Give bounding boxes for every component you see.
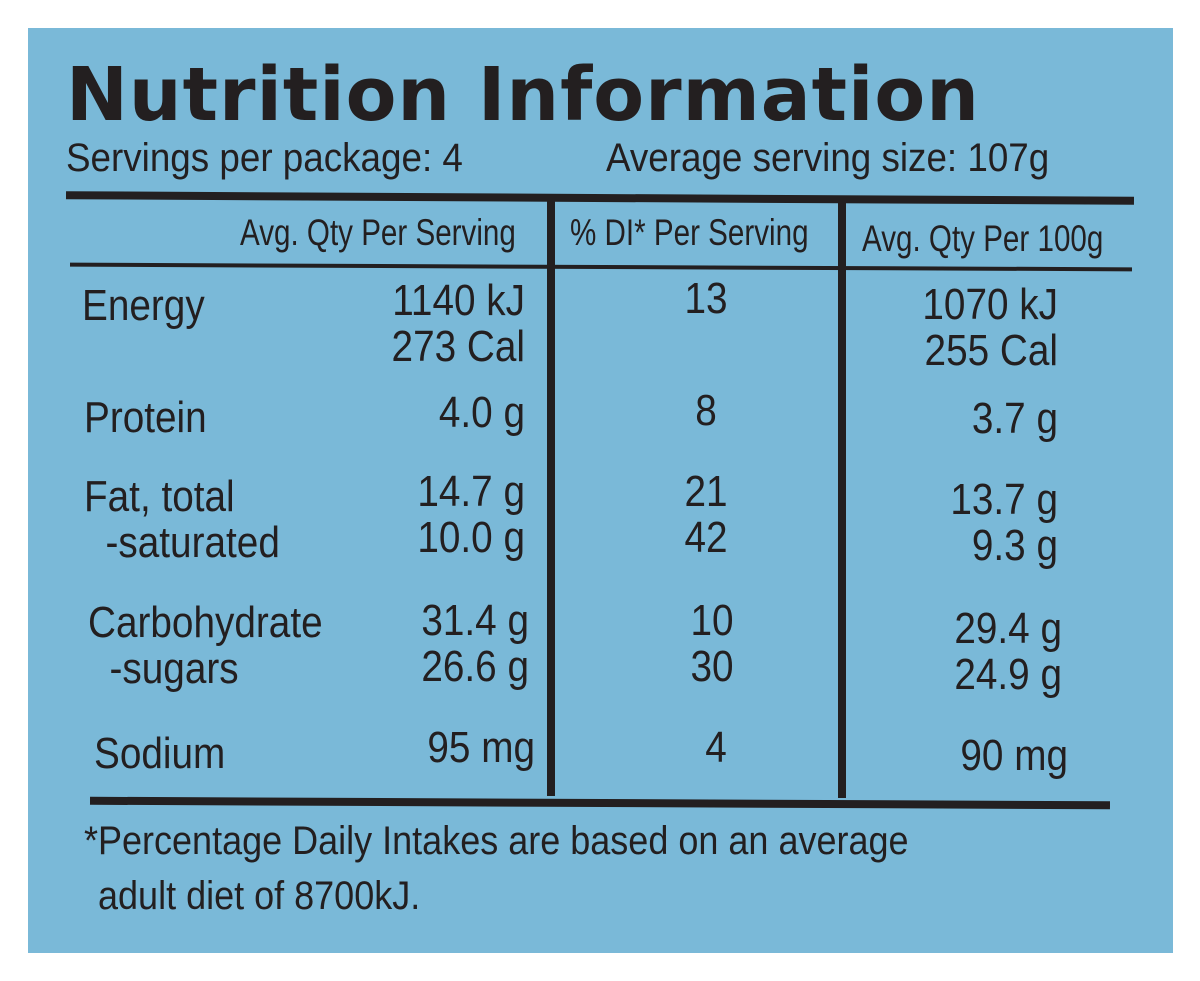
row-sodium-per-serving: 95 mg <box>427 723 535 772</box>
page-title: Nutrition Information <box>66 52 980 138</box>
row-energy-di: 13 <box>684 274 728 323</box>
servings-per-package: Servings per package: 4 <box>66 136 463 180</box>
row-fat-per-serving: 14.7 g 10.0 g <box>417 467 525 562</box>
row-fat-di: 21 42 <box>684 467 728 562</box>
row-protein-per-serving: 4.0 g <box>438 388 525 437</box>
row-sodium-label: Sodium <box>94 729 226 778</box>
footnote-line-1: *Percentage Daily Intakes are based on a… <box>84 819 909 863</box>
column-divider-1 <box>547 196 555 796</box>
average-serving-size: Average serving size: 107g <box>606 136 1050 180</box>
row-sodium-per-100g: 90 mg <box>960 731 1068 780</box>
footnote-line-2: adult diet of 8700kJ. <box>98 874 421 918</box>
row-energy-per-serving: 1140 kJ 273 Cal <box>391 276 525 371</box>
row-carbohydrate-di: 10 30 <box>690 596 734 691</box>
row-protein-per-100g: 3.7 g <box>971 394 1058 443</box>
header-per-100g: Avg. Qty Per 100g <box>862 218 1104 259</box>
row-fat-label: Fat, total -saturated <box>84 472 280 567</box>
row-protein-di: 8 <box>695 386 717 435</box>
row-energy-per-100g: 1070 kJ 255 Cal <box>922 280 1058 375</box>
row-carbohydrate-label: Carbohydrate -sugars <box>88 598 323 693</box>
row-energy-label: Energy <box>82 281 205 330</box>
column-divider-2 <box>838 198 846 798</box>
row-carbohydrate-per-100g: 29.4 g 24.9 g <box>954 604 1062 699</box>
header-per-serving: Avg. Qty Per Serving <box>240 212 516 253</box>
row-fat-per-100g: 13.7 g 9.3 g <box>950 475 1058 570</box>
row-protein-label: Protein <box>84 393 207 442</box>
row-sodium-di: 4 <box>705 723 727 772</box>
header-di-per-serving: % DI* Per Serving <box>570 212 809 253</box>
row-carbohydrate-per-serving: 31.4 g 26.6 g <box>421 596 529 691</box>
